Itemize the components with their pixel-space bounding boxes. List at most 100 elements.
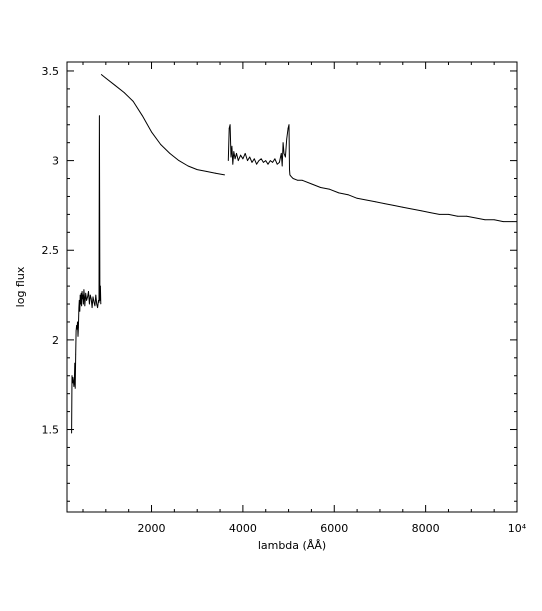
data-point [229,124,231,126]
data-point [73,380,74,382]
data-point [347,194,349,196]
data-point [231,145,233,147]
data-point [74,387,76,389]
y-tick-label: 2.5 [42,244,60,257]
data-point [89,294,91,296]
series-line-2 [227,124,303,181]
data-point [356,197,358,199]
data-point [79,310,81,312]
data-point [73,382,75,384]
data-point [81,291,83,292]
data-point [73,386,75,387]
data-point [502,221,504,223]
data-point [289,169,290,171]
axis-ticks: 2000 4000 6000 8000 10⁴ 1.5 2 2.5 3 3.5 [42,62,527,535]
data-point [77,335,79,337]
data-point [187,165,189,167]
data-point [429,212,431,214]
data-point [311,183,312,185]
data-point [230,156,232,158]
data-point [286,138,288,140]
data-point [100,74,102,75]
data-point [123,92,125,93]
data-point [75,330,77,332]
data-point [516,221,518,223]
data-point [256,163,257,165]
data-point [99,115,100,117]
data-point [78,326,79,328]
data-point [76,328,78,330]
data-point [100,303,102,305]
data-point [74,362,76,364]
data-point [83,289,85,291]
data-point [84,305,86,307]
data-point [237,160,239,162]
data-point [276,163,278,165]
data-point [375,201,376,203]
x-axis-label: lambda (ÅÅ) [258,539,326,552]
data-point [457,215,458,217]
data-point [72,377,74,378]
data-point [105,77,107,79]
data-point [142,115,143,117]
data-point [279,162,280,163]
data-point [287,127,289,129]
data-point [285,156,286,158]
data-point [81,305,82,307]
data-point [258,160,260,162]
data-point [96,303,98,305]
data-point [263,162,264,163]
data-point [234,158,236,160]
data-point [274,158,276,160]
data-point [233,151,235,153]
data-point [83,303,84,305]
data-point [224,174,226,176]
data-point [282,142,284,144]
data-point [280,153,282,154]
data-point [205,171,207,172]
data-point [85,292,87,294]
data-point [86,300,87,301]
data-point [244,153,246,154]
series-group [71,74,518,434]
data-point [402,206,404,208]
data-point [100,285,101,287]
data-point [72,382,73,384]
data-point [92,296,94,298]
data-point [289,174,291,176]
data-point [80,303,82,305]
data-point [253,158,255,160]
y-tick-label: 3 [52,155,59,168]
x-tick-label: 4000 [229,522,257,535]
y-axis-label: log flux [14,266,27,307]
data-point [160,144,162,145]
data-point [132,101,134,102]
data-point [77,321,78,323]
x-tick-label: 2000 [138,522,166,535]
data-point [484,219,486,221]
data-point [78,307,80,308]
y-tick-label: 2 [52,334,59,347]
data-point [272,162,273,163]
data-point [384,203,385,205]
data-point [301,179,303,181]
data-point [411,208,413,210]
data-point [512,221,513,223]
data-point [78,300,80,301]
data-point [292,178,294,179]
data-point [228,127,230,129]
x-tick-label: 10⁴ [508,522,527,535]
data-point [90,298,92,300]
x-tick-label: 6000 [320,522,348,535]
data-point [260,158,262,160]
data-point [76,325,77,326]
data-point [242,158,244,160]
data-point [448,214,449,215]
data-point [82,294,84,296]
data-point [466,215,468,217]
data-point [71,375,73,377]
data-point [87,296,88,298]
data-point [320,187,321,188]
y-tick-label: 3.5 [42,65,60,78]
